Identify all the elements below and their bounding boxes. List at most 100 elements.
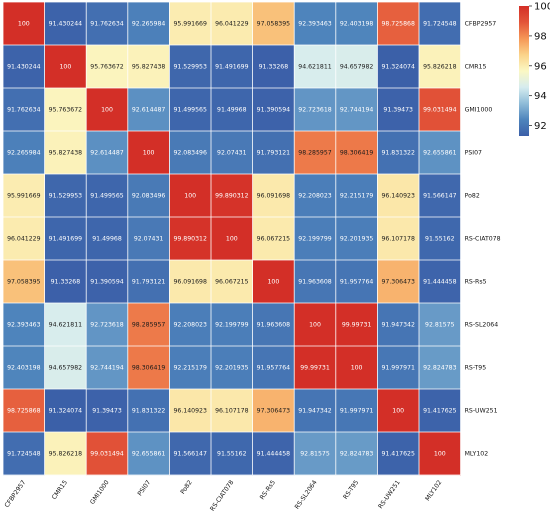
heatmap-cell	[335, 389, 378, 433]
cell-value-label: 97.306473	[257, 408, 291, 415]
heatmap-cell	[252, 88, 295, 132]
heatmap-cell	[44, 346, 87, 390]
heatmap-cell	[294, 432, 337, 476]
cell-value-label: 92.215179	[340, 193, 374, 200]
cell-value-label: 92.614487	[90, 150, 124, 157]
heatmap-cell	[211, 432, 253, 476]
cell-value-label: 91.491699	[215, 64, 249, 71]
heatmap-cell	[252, 389, 295, 433]
cell-value-label: 100	[351, 365, 363, 372]
cell-value-label: 91.957764	[257, 365, 291, 372]
heatmap-cell	[252, 432, 295, 476]
cell-value-label: 91.491699	[49, 236, 83, 243]
cell-value-label: 92.083496	[132, 193, 166, 200]
cell-value-label: 92.744194	[90, 365, 124, 372]
cell-value-label: 95.763672	[49, 107, 83, 114]
cell-value-label: 92.201935	[340, 236, 374, 243]
heatmap-cell	[419, 432, 461, 476]
row-tick-labels: CFBP2957 CMR15 GMI1000 PSI07 Po82 RS-CIAT078 R…	[465, 21, 501, 458]
row-tick-label: RS-UW251	[465, 408, 498, 415]
cell-value-label: 91.33268	[259, 64, 289, 71]
column-tick-label: MLY102	[424, 479, 443, 502]
heatmap-cell	[419, 131, 461, 175]
row-tick-label: CFBP2957	[465, 21, 497, 28]
cell-value-label: 91.324074	[49, 408, 83, 415]
row-tick-label: PSI07	[465, 150, 482, 157]
heatmap-cell-labels: 100 91.430244 91.762634 92.265984 95.991669 9…	[7, 21, 457, 458]
cell-value-label: 92.083496	[173, 150, 207, 157]
column-tick-label: CFBP2957	[4, 479, 28, 509]
heatmap-cell	[294, 174, 337, 218]
heatmap-cell	[86, 389, 129, 433]
heatmap-cell	[377, 45, 420, 89]
heatmap-cell	[86, 432, 129, 476]
cell-value-label: 96.140923	[381, 193, 415, 200]
cell-value-label: 92.655861	[132, 451, 166, 458]
cell-value-label: 91.793121	[257, 150, 291, 157]
heatmap-cell	[252, 174, 295, 218]
heatmap-cell	[127, 432, 170, 476]
cell-value-label: 91.39473	[383, 107, 413, 114]
heatmap-cell	[419, 303, 461, 347]
heatmap-cell	[127, 217, 170, 261]
heatmap-cell	[419, 346, 461, 390]
heatmap-cell	[211, 174, 253, 218]
cell-value-label: 91.963608	[257, 322, 291, 329]
cell-value-label: 91.566147	[173, 451, 207, 458]
cell-value-label: 91.417625	[423, 408, 457, 415]
cell-value-label: 98.725868	[381, 21, 415, 28]
cell-value-label: 92.208023	[298, 193, 332, 200]
heatmap-cell	[377, 303, 420, 347]
heatmap-cell	[44, 217, 87, 261]
cell-value-label: 91.566147	[423, 193, 457, 200]
heatmap-cell	[127, 88, 170, 132]
cell-value-label: 99.890312	[173, 236, 207, 243]
row-tick-label: MLY102	[465, 451, 489, 458]
heatmap-cell	[335, 303, 378, 347]
cell-value-label: 91.49968	[217, 107, 247, 114]
cell-value-label: 91.444458	[257, 451, 291, 458]
column-tick-label: RS-T95	[342, 479, 360, 501]
colorbar-tick-label: 94	[534, 91, 547, 102]
heatmap-cell	[294, 131, 337, 175]
heatmap-cell	[86, 217, 129, 261]
heatmap-cell	[127, 389, 170, 433]
heatmap-cell	[377, 2, 420, 46]
heatmap-cell	[86, 45, 129, 89]
cell-value-label: 97.058395	[7, 279, 41, 286]
cell-value-label: 100	[392, 408, 404, 415]
cell-value-label: 92.07431	[134, 236, 164, 243]
heatmap-cell	[211, 260, 253, 304]
heatmap-cell	[211, 389, 253, 433]
cell-value-label: 95.826218	[423, 64, 457, 71]
heatmap-cell	[44, 260, 87, 304]
heatmap-cell	[294, 2, 337, 46]
cell-value-label: 100	[309, 322, 321, 329]
row-tick-label: GMI1000	[465, 107, 493, 114]
heatmap-cell	[294, 217, 337, 261]
heatmap-cell	[377, 174, 420, 218]
heatmap-cell	[419, 389, 461, 433]
heatmap-cell	[252, 303, 295, 347]
colorbar-gradient	[519, 6, 529, 136]
heatmap-cell	[169, 45, 212, 89]
heatmap-cell	[169, 260, 212, 304]
cell-value-label: 91.997971	[381, 365, 415, 372]
heatmap-cell	[252, 45, 295, 89]
cell-value-label: 91.793121	[132, 279, 166, 286]
cell-value-label: 92.824783	[423, 365, 457, 372]
cell-value-label: 99.99731	[300, 365, 330, 372]
heatmap-cell	[335, 45, 378, 89]
heatmap-cell	[169, 88, 212, 132]
cell-value-label: 100	[184, 193, 196, 200]
heatmap-cell	[127, 2, 170, 46]
heatmap-cell	[419, 2, 461, 46]
heatmap-cell	[3, 303, 45, 347]
heatmap-cell	[86, 260, 129, 304]
heatmap-cell	[294, 45, 337, 89]
cell-value-label: 96.140923	[173, 408, 207, 415]
cell-value-label: 94.621811	[49, 322, 83, 329]
cell-value-label: 92.393463	[298, 21, 332, 28]
heatmap-cell	[44, 389, 87, 433]
